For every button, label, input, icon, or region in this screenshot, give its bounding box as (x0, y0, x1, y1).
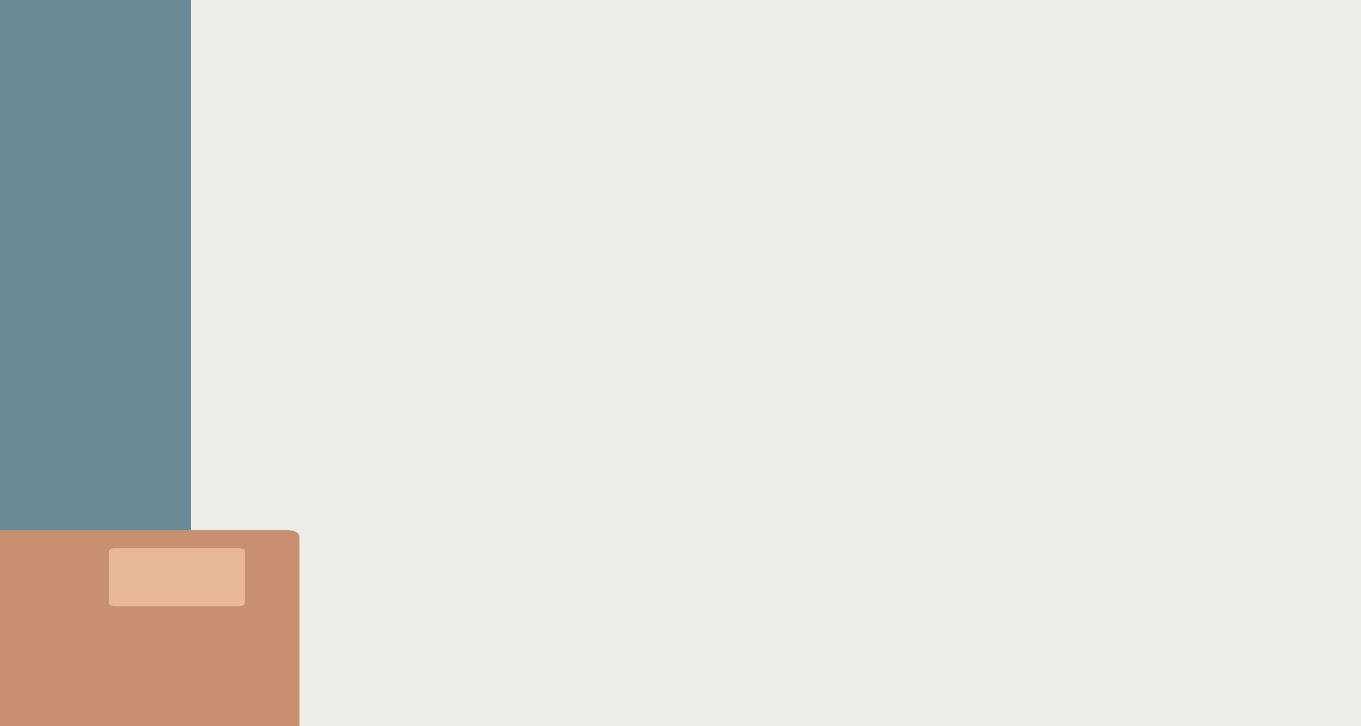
Text: C  8, 6, 4, 2, 0, ...: C 8, 6, 4, 2, 0, ... (306, 215, 449, 233)
Text: D  aₙ = 96 − 4(n − 1): D aₙ = 96 − 4(n − 1) (306, 382, 485, 400)
Text: left in the bucket after n minutes?: left in the bucket after n minutes? (238, 302, 547, 320)
Text: Name  Karen    Moretti: Name Karen Moretti (259, 20, 431, 36)
Text: Arithmetic Sequences and Series: Arithmetic Sequences and Series (333, 97, 633, 115)
Text: of money th…: of money th… (238, 507, 372, 526)
Text: 1.  In November, the daily low temperature decreases by 2°F each day. Which of: 1. In November, the daily low temperatur… (238, 128, 909, 146)
Text: D  −8, −6, −4, −2, 0, ...: D −8, −6, −4, −2, 0, ... (306, 237, 506, 255)
Text: A  2, −4 , 8, −16, 32, ...: A 2, −4 , 8, −16, 32, ... (306, 171, 504, 189)
Text: C  aₙ = 96 + 4(n − 1): C aₙ = 96 + 4(n − 1) (306, 363, 483, 381)
Text: 3.  Complete the recursive definition for t: 3. Complete the recursive definition for… (238, 487, 583, 505)
Text: Lesson: Lesson (310, 58, 429, 87)
Text: the following arithmetic sequences could represent the daily low temperature?: the following arithmetic sequences could… (238, 146, 921, 164)
Text: B  aₙ = 100 − 4(n − 1): B aₙ = 100 − 4(n − 1) (306, 344, 494, 362)
Text: amount they deposited by $25 each year.: amount they deposited by $25 each year. (238, 460, 627, 478)
Text: A  aₙ = 4 − 100(n − 1): A aₙ = 4 − 100(n − 1) (306, 325, 494, 343)
Text: Which explicit definition matches the sequence that represents the potatoes: Which explicit definition matches the se… (238, 284, 902, 302)
Text: every birthday after that her parents added to the account, increasing the: every birthday after that her parents ad… (238, 439, 939, 457)
Text: 1-4: 1-4 (238, 58, 304, 87)
Text: B  −2, −4, −8, −16, −32, ...: B −2, −4, −8, −16, −32, ... (306, 193, 540, 211)
Text: On Gabriela’s first birthday, her parents gave her a $50 savings account. On: On Gabriela’s first birthday, her parent… (238, 418, 954, 436)
Text: 2.  A bucket holds 100 potatoes. Hal removes and cleans 4 potatoes per minute.: 2. A bucket holds 100 potatoes. Hal remo… (238, 266, 908, 284)
